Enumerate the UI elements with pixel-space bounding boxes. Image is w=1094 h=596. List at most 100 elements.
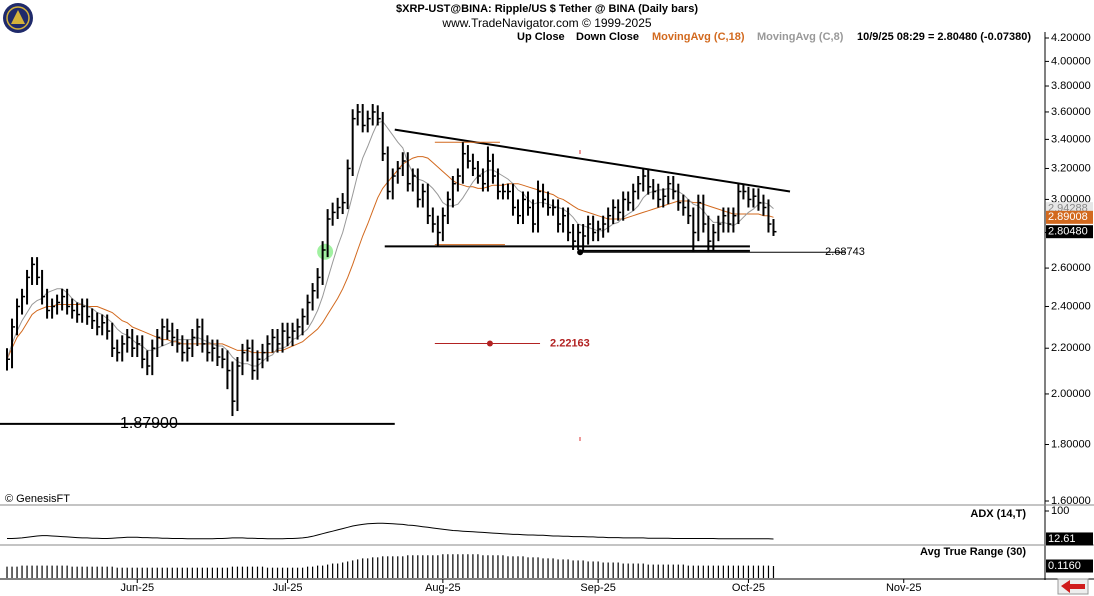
indicator-bar — [146, 567, 148, 578]
indicator-bar — [732, 565, 735, 578]
indicator-bar — [472, 554, 474, 578]
y-tick-label: 3.60000 — [1051, 106, 1091, 118]
y-tick-label: 1.60000 — [1051, 495, 1091, 507]
indicator-bar — [717, 565, 719, 578]
indicator-bar — [377, 557, 379, 578]
indicator-bar — [392, 556, 394, 578]
legend-entry: Down Close — [576, 31, 639, 43]
indicator-bar — [342, 562, 344, 578]
indicator-bar — [327, 564, 329, 578]
indicator-bar — [16, 566, 18, 578]
indicator-bar — [161, 567, 163, 578]
indicator-bar — [171, 567, 173, 578]
level-label: 1.87900 — [120, 415, 178, 432]
indicator-bar — [76, 566, 78, 578]
indicator-bar — [637, 563, 639, 578]
indicator-bar — [432, 555, 434, 578]
indicator-bar — [582, 560, 584, 578]
indicator-bar — [31, 565, 33, 578]
y-tick-label: 100 — [1051, 505, 1069, 517]
indicator-bar — [457, 554, 459, 578]
indicator-bar — [311, 566, 314, 578]
indicator-bar — [36, 565, 38, 578]
value-label: 0.1160 — [1048, 560, 1081, 572]
indicator-bar — [697, 565, 699, 578]
indicator-bar — [742, 565, 745, 578]
x-tick-label: Aug-25 — [425, 582, 460, 594]
indicator-bar — [762, 565, 765, 578]
indicator-bar — [191, 567, 193, 578]
indicator-bar — [657, 564, 659, 578]
indicator-bar — [296, 567, 299, 578]
indicator-bar — [111, 566, 113, 578]
y-tick-label: 4.20000 — [1051, 32, 1091, 44]
indicator-bar — [226, 567, 229, 578]
indicator-bar — [46, 565, 48, 578]
indicator-bar — [467, 554, 469, 578]
indicator-bar — [166, 567, 168, 578]
indicator-bar — [752, 565, 755, 578]
status-readout: 10/9/25 08:29 = 2.80480 (-0.07380) — [857, 31, 1031, 43]
indicator-bar — [737, 565, 740, 578]
indicator-bar — [552, 558, 554, 578]
indicator-bar — [497, 555, 499, 578]
indicator-bar — [306, 566, 309, 578]
indicator-bar — [71, 566, 73, 578]
legend-entry: Up Close — [517, 31, 565, 43]
indicator-bar — [647, 564, 649, 578]
value-box — [1046, 532, 1093, 546]
indicator-bar — [652, 564, 654, 578]
level-label: 2.22163 — [550, 337, 590, 349]
indicator-bar — [276, 567, 279, 578]
indicator-bar — [266, 567, 269, 578]
indicator-bar — [51, 565, 53, 578]
y-tick-label: 3.80000 — [1051, 80, 1091, 92]
indicator-bar — [231, 566, 234, 578]
indicator-bar — [322, 565, 324, 578]
indicator-bar — [482, 555, 484, 578]
indicator-bar — [271, 567, 274, 578]
indicator-bar — [602, 562, 604, 578]
indicator-bar — [251, 566, 254, 578]
indicator-bar — [757, 565, 760, 578]
y-tick-label: 2.40000 — [1051, 300, 1091, 312]
indicator-bar — [427, 555, 429, 578]
legend-entry: MovingAvg (C,18) — [652, 31, 745, 43]
indicator-bar — [532, 557, 534, 578]
indicator-bar — [61, 565, 63, 578]
indicator-bar — [21, 565, 23, 578]
indicator-bar — [176, 567, 178, 578]
pane-title: Avg True Range (30) — [920, 546, 1026, 558]
indicator-bar — [281, 567, 284, 578]
indicator-bar — [56, 565, 58, 578]
value-label: 2.89008 — [1048, 211, 1088, 223]
indicator-bar — [492, 555, 494, 578]
indicator-bar — [562, 559, 564, 578]
x-tick-label: Oct-25 — [732, 582, 765, 594]
scroll-button[interactable] — [1057, 578, 1089, 595]
indicator-bar — [592, 561, 594, 578]
y-tick-label: 2.20000 — [1051, 342, 1091, 354]
indicator-bar — [397, 556, 399, 578]
level-dot — [486, 340, 493, 347]
credit: © GenesisFT — [5, 493, 70, 505]
indicator-bar — [211, 567, 214, 578]
indicator-bar — [747, 565, 750, 578]
value-box — [1046, 210, 1093, 224]
indicator-bar — [527, 557, 529, 578]
indicator-bar — [627, 563, 629, 578]
logo — [3, 3, 33, 33]
indicator-bar — [216, 567, 219, 578]
indicator-bar — [462, 554, 464, 578]
indicator-bar — [387, 556, 389, 578]
indicator-bar — [667, 564, 669, 578]
indicator-bar — [91, 566, 93, 578]
indicator-line — [7, 522, 774, 540]
indicator-bar — [101, 566, 103, 578]
indicator-bar — [291, 567, 294, 578]
indicator-bar — [151, 567, 153, 578]
indicator-bar — [442, 554, 444, 578]
indicator-bar — [712, 565, 714, 578]
